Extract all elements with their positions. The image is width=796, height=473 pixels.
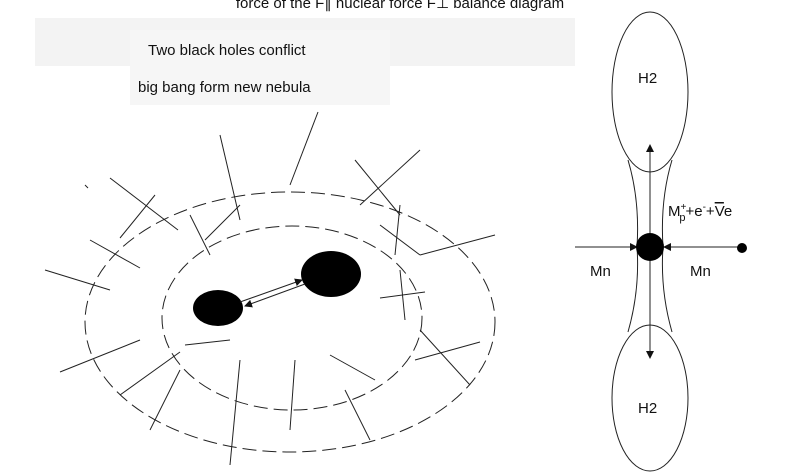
caption-line: Two black holes conflict (148, 42, 306, 59)
title: force of the F∥ nuclear force F⊥ balance… (236, 0, 564, 12)
formula-part: + (706, 203, 715, 220)
force-label: Mn (590, 263, 611, 280)
caption-box (130, 30, 390, 105)
formula-sup: - (703, 202, 706, 213)
nebula (44, 111, 496, 466)
formula-sub: p (679, 212, 685, 224)
formula-part: M (668, 203, 681, 220)
formula-part: V (715, 203, 725, 220)
h2-label: H2 (638, 400, 657, 417)
formula: M+ p+e-+Ve (668, 202, 732, 224)
h2-label: H2 (638, 70, 657, 87)
formula-part: e (724, 203, 732, 220)
balance-diagram (575, 11, 747, 472)
force-label: Mn (690, 263, 711, 280)
formula-sup: + (681, 202, 687, 213)
formula-part: +e (685, 203, 702, 220)
caption-line: big bang form new nebula (138, 79, 311, 96)
